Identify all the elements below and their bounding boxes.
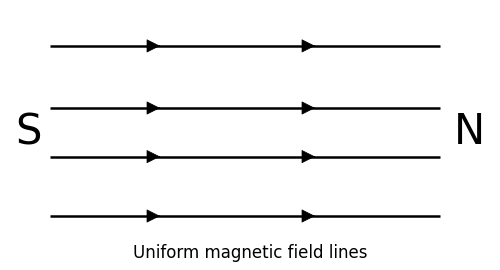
- Text: S: S: [15, 111, 42, 153]
- Text: Uniform magnetic field lines: Uniform magnetic field lines: [133, 244, 367, 262]
- Text: N: N: [454, 111, 485, 153]
